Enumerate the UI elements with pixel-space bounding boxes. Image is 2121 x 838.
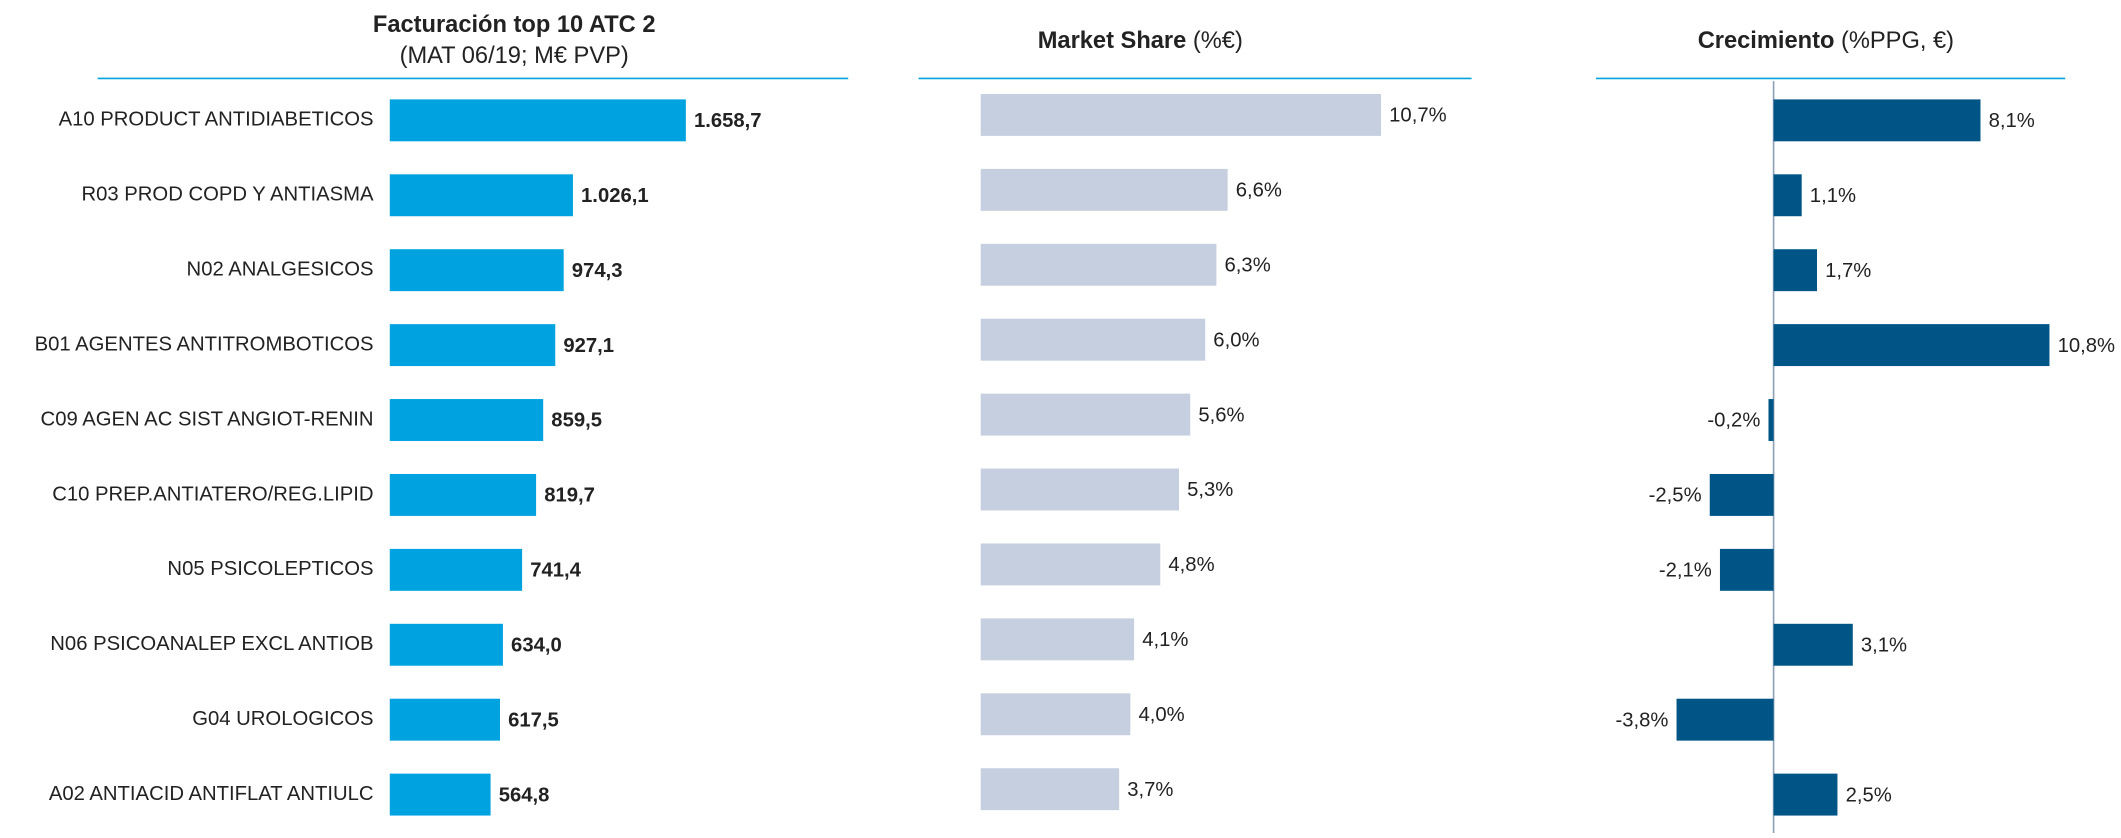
bar	[389, 473, 537, 516]
chart-title: Facturación top 10 ATC 2	[373, 12, 656, 38]
value-label: 1,7%	[1825, 260, 1871, 282]
bar	[389, 99, 686, 142]
bar	[980, 93, 1382, 136]
category-label: B01 AGENTES ANTITROMBOTICOS	[35, 333, 374, 355]
value-label: 4,8%	[1168, 554, 1214, 576]
value-label: -2,1%	[1659, 560, 1712, 582]
value-label: -3,8%	[1615, 709, 1668, 731]
value-label: 4,0%	[1138, 704, 1184, 726]
category-label: N06 PSICOANALEP EXCL ANTIOB	[50, 633, 373, 655]
bar	[980, 393, 1191, 436]
chart-title: Crecimiento (%PPG, €)	[1698, 28, 1954, 54]
value-label: 819,7	[544, 485, 595, 507]
title-main: Market Share	[1038, 28, 1187, 54]
value-label: 10,8%	[2058, 335, 2115, 357]
bar	[1676, 698, 1774, 741]
category-label: A10 PRODUCT ANTIDIABETICOS	[59, 109, 374, 131]
bar	[980, 168, 1228, 211]
bar	[1773, 324, 2050, 367]
bar	[389, 548, 523, 591]
chart-subtitle: (MAT 06/19; M€ PVP)	[400, 43, 629, 69]
bar	[1773, 623, 1853, 666]
bar	[389, 773, 491, 816]
value-label: 1,1%	[1810, 185, 1856, 207]
category-label: N02 ANALGESICOS	[187, 259, 374, 281]
bar	[1773, 773, 1838, 816]
value-label: 6,6%	[1236, 180, 1282, 202]
bar	[389, 698, 500, 741]
value-label: 6,0%	[1213, 329, 1259, 351]
bar	[980, 693, 1131, 736]
value-label: 927,1	[563, 335, 614, 357]
title-main: Crecimiento	[1698, 28, 1835, 54]
bar	[1773, 249, 1818, 292]
bar	[389, 249, 564, 292]
chart-title: Market Share (%€)	[1038, 28, 1243, 54]
bar	[1773, 99, 1981, 142]
value-label: 3,7%	[1127, 779, 1173, 801]
value-label: 3,1%	[1861, 634, 1907, 656]
category-label: R03 PROD COPD Y ANTIASMA	[81, 184, 374, 206]
value-label: 10,7%	[1389, 105, 1446, 127]
value-label: 617,5	[508, 709, 559, 731]
value-label: 859,5	[551, 410, 602, 432]
value-label: -0,2%	[1707, 410, 1760, 432]
bar	[389, 399, 544, 441]
value-label: 974,3	[572, 260, 623, 282]
value-label: 564,8	[499, 784, 550, 806]
bar	[1773, 174, 1802, 217]
value-label: 8,1%	[1989, 110, 2035, 132]
bar	[389, 174, 573, 217]
bar	[1709, 473, 1774, 516]
value-label: 1.026,1	[581, 185, 649, 207]
category-label: C09 AGEN AC SIST ANGIOT-RENIN	[41, 408, 374, 430]
bar	[980, 543, 1161, 586]
category-label: N05 PSICOLEPTICOS	[167, 558, 373, 580]
value-label: -2,5%	[1649, 485, 1702, 507]
bar	[980, 243, 1217, 286]
value-label: 741,4	[530, 560, 581, 582]
value-label: 6,3%	[1225, 254, 1271, 276]
category-label: G04 UROLOGICOS	[192, 708, 373, 730]
title-sub: (%PPG, €)	[1841, 28, 1954, 54]
bar	[980, 768, 1120, 811]
category-label: A02 ANTIACID ANTIFLAT ANTIULC	[49, 783, 374, 805]
bar	[980, 468, 1180, 511]
bar	[389, 623, 503, 666]
bar	[1719, 548, 1774, 591]
value-label: 634,0	[511, 634, 562, 656]
value-label: 1.658,7	[694, 110, 762, 132]
bar	[389, 324, 556, 367]
value-label: 4,1%	[1142, 629, 1188, 651]
category-label: C10 PREP.ANTIATERO/REG.LIPID	[52, 483, 373, 505]
bar	[980, 318, 1206, 361]
title-sub: (%€)	[1193, 28, 1243, 54]
value-label: 2,5%	[1846, 784, 1892, 806]
value-label: 5,6%	[1198, 404, 1244, 426]
bar	[980, 618, 1135, 661]
bar	[1768, 399, 1774, 441]
value-label: 5,3%	[1187, 479, 1233, 501]
